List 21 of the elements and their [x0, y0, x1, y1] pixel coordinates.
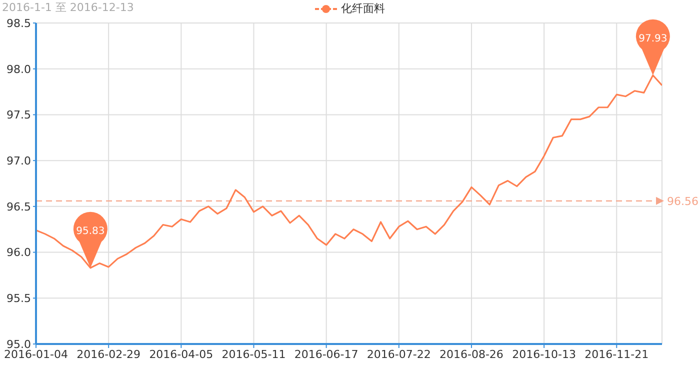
ref-line-label: 96.56	[667, 194, 698, 208]
chart-subtitle: 2016-1-1 至 2016-12-13	[2, 0, 134, 15]
annotation: 97.93	[638, 33, 668, 44]
legend-label: 化纤面料	[341, 1, 385, 16]
x-tick-label: 2016-11-21	[584, 348, 649, 361]
y-tick-label: 96.0	[6, 246, 31, 260]
x-tick-label: 2016-10-13	[512, 348, 576, 361]
y-tick-label: 97.0	[6, 154, 31, 168]
y-tick-label: 98.0	[6, 62, 31, 76]
x-tick-label: 2016-05-11	[222, 348, 286, 361]
annotation: 95.83	[76, 226, 105, 237]
y-tick-label: 95.5	[6, 292, 31, 306]
x-tick-label: 2016-07-22	[366, 348, 431, 361]
line-series	[36, 74, 662, 269]
x-tick-label: 2016-02-29	[76, 348, 141, 361]
y-tick-label: 96.5	[6, 200, 31, 214]
y-tick-label: 98.5	[6, 16, 31, 30]
x-tick-label: 2016-06-17	[294, 348, 358, 361]
x-tick-label: 2016-04-05	[149, 348, 214, 361]
y-tick-label: 97.5	[6, 108, 31, 122]
x-tick-label: 2016-08-26	[440, 348, 504, 361]
